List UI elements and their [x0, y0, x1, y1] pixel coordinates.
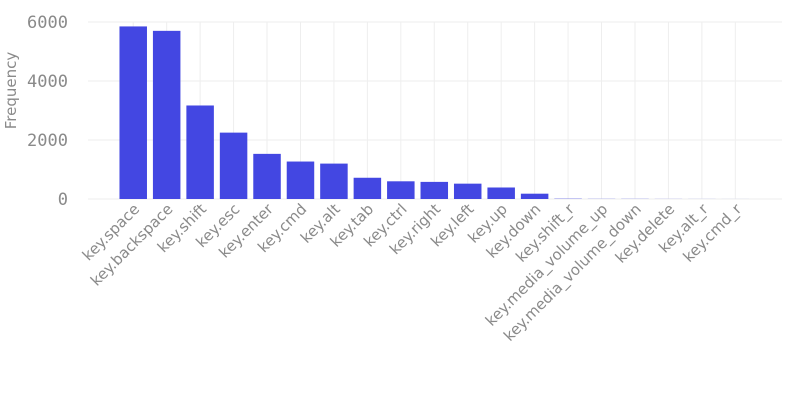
bar-key-esc — [219, 132, 248, 199]
x-tick-labels: key.spacekey.backspacekey.shiftkey.escke… — [79, 200, 747, 346]
bar-key-ctrl — [387, 181, 415, 199]
bar-key-right — [420, 181, 449, 199]
bar-key-backspace — [152, 30, 181, 199]
bar-key-space — [119, 26, 147, 199]
y-tick-label: 4000 — [27, 72, 68, 92]
bar-key-left — [453, 183, 482, 199]
bar-key-up — [487, 187, 515, 199]
y-axis-label: Frequency — [2, 52, 20, 130]
y-tick-labels: 0 2000 4000 6000 — [27, 13, 68, 210]
bar-key-shift — [186, 105, 214, 199]
bar-key-cmd — [286, 161, 315, 199]
y-tick-label: 2000 — [27, 131, 68, 151]
bars — [119, 26, 750, 199]
bar-key-enter — [253, 153, 281, 199]
bar-key-down — [520, 193, 549, 199]
bar-key-alt — [320, 163, 348, 199]
y-tick-label: 6000 — [27, 13, 68, 33]
y-tick-label: 0 — [58, 190, 68, 210]
bar-key-tab — [353, 177, 382, 199]
